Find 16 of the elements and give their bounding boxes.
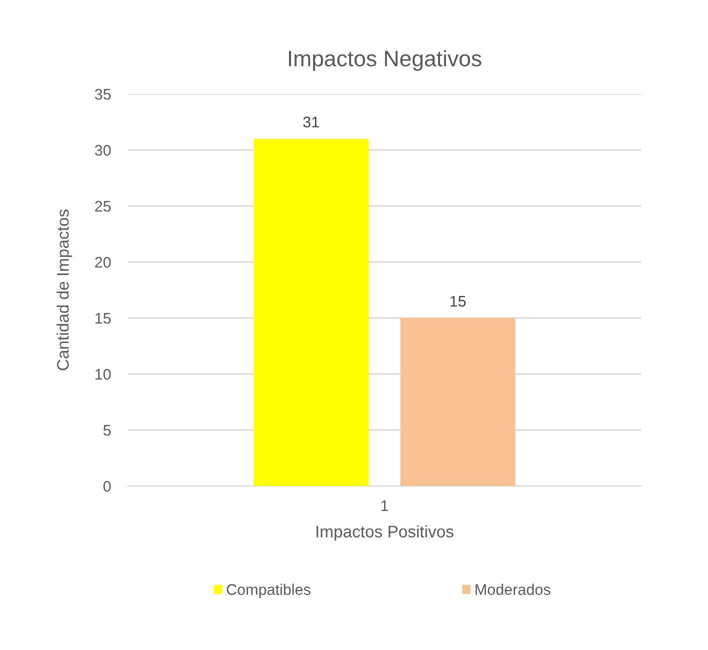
x-axis-title: Impactos Positivos xyxy=(316,525,454,541)
data-label: 15 xyxy=(450,296,466,307)
y-tick-label: 25 xyxy=(95,200,111,212)
chart-title: Impactos Negativos xyxy=(288,50,482,71)
y-tick-label: 10 xyxy=(96,368,111,380)
x-tick-label: 1 xyxy=(381,500,388,511)
y-tick-label: 30 xyxy=(94,144,111,156)
y-tick-label: 35 xyxy=(94,88,111,100)
legend-label: Compatibles xyxy=(226,584,310,598)
data-label: 31 xyxy=(303,116,319,128)
y-tick-label: 20 xyxy=(95,256,111,268)
legend-label: Moderados xyxy=(476,584,550,595)
y-tick-label: 15 xyxy=(96,313,111,324)
y-axis-title: Cantidad de Impactos xyxy=(56,210,72,370)
y-tick-label: 5 xyxy=(103,425,111,436)
y-tick-label: 0 xyxy=(103,480,111,492)
